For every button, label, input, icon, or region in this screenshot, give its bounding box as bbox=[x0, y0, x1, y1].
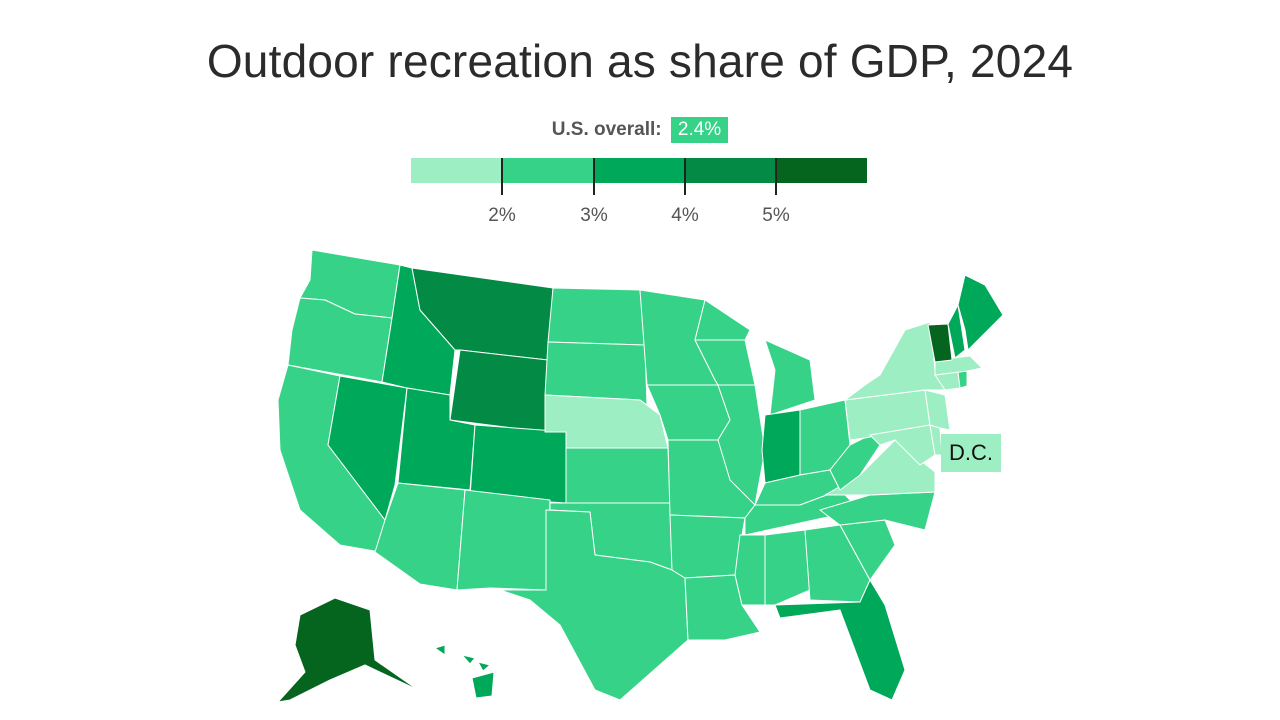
us-overall-value-badge: 2.4% bbox=[670, 117, 729, 143]
state-NH[interactable] bbox=[947, 304, 966, 359]
state-MS[interactable] bbox=[734, 534, 766, 606]
state-MI[interactable] bbox=[694, 299, 816, 416]
state-WY[interactable] bbox=[449, 349, 549, 433]
legend-tick-5 bbox=[775, 158, 777, 195]
legend-bin-2 bbox=[502, 158, 594, 183]
state-HI[interactable] bbox=[434, 644, 495, 699]
legend-tick-label-3: 3% bbox=[580, 205, 608, 226]
legend-tick-label-2: 2% bbox=[488, 205, 516, 226]
legend-tick-label-5: 5% bbox=[762, 205, 790, 226]
state-TX[interactable] bbox=[499, 509, 689, 701]
legend-bin-5 bbox=[775, 158, 868, 183]
dc-callout: D.C. bbox=[941, 434, 1001, 472]
state-IL[interactable] bbox=[717, 384, 766, 506]
state-IN[interactable] bbox=[761, 409, 801, 484]
state-FL[interactable] bbox=[774, 579, 906, 701]
legend-tick-2 bbox=[501, 158, 503, 195]
state-CO[interactable] bbox=[469, 424, 569, 504]
state-VT[interactable] bbox=[927, 323, 953, 363]
state-RI[interactable] bbox=[957, 370, 968, 389]
legend-bin-4 bbox=[684, 158, 776, 183]
state-KS[interactable] bbox=[565, 447, 671, 504]
state-AL[interactable] bbox=[764, 529, 811, 606]
chart-title: Outdoor recreation as share of GDP, 2024 bbox=[206, 35, 1074, 87]
state-ME[interactable] bbox=[957, 274, 1004, 351]
legend-bin-1 bbox=[411, 158, 503, 183]
color-legend bbox=[411, 158, 868, 183]
state-AR[interactable] bbox=[669, 514, 746, 579]
state-NM[interactable] bbox=[456, 489, 551, 591]
state-NV[interactable] bbox=[327, 375, 408, 521]
legend-bin-3 bbox=[593, 158, 685, 183]
state-ND[interactable] bbox=[547, 287, 646, 346]
us-overall-label: U.S. overall: 2.4% bbox=[0, 117, 1280, 143]
state-NJ[interactable] bbox=[924, 389, 951, 431]
state-AK[interactable] bbox=[277, 597, 419, 703]
legend-tick-3 bbox=[593, 158, 595, 195]
legend-tick-label-4: 4% bbox=[671, 205, 699, 226]
us-overall-text: U.S. overall: bbox=[551, 119, 662, 140]
legend-tick-4 bbox=[684, 158, 686, 195]
